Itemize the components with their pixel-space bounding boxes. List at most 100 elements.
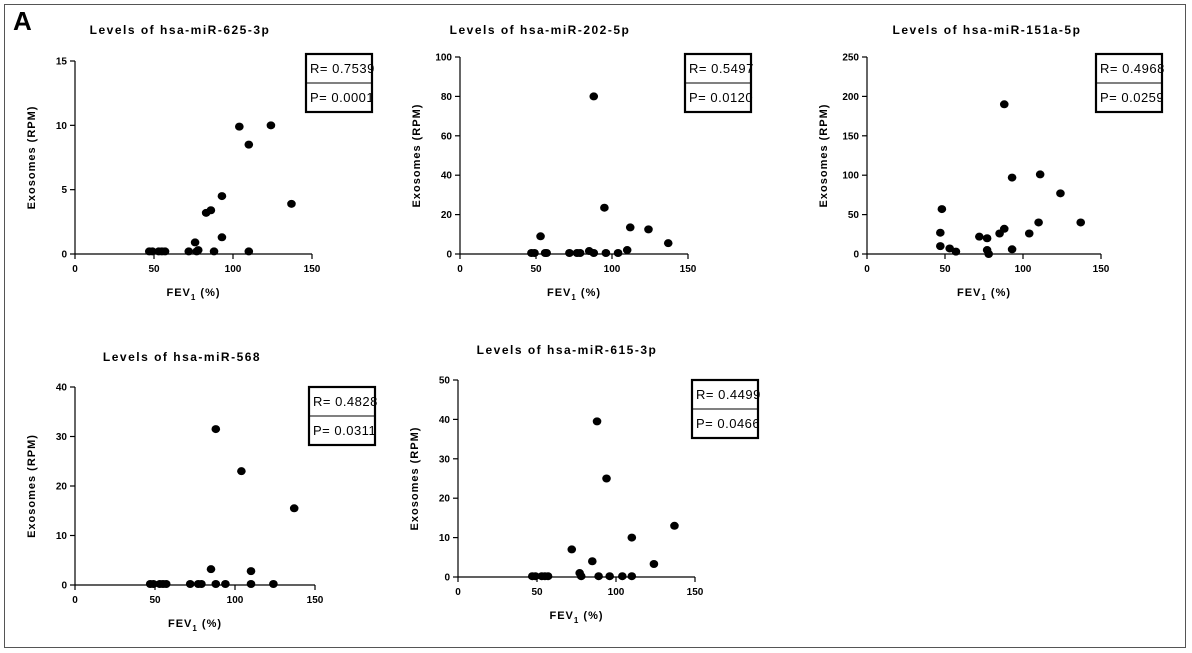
data-point [576,572,586,581]
data-point [269,580,278,589]
x-tick-label: 100 [1015,264,1032,275]
data-point [951,247,961,256]
data-point [589,92,599,101]
data-point [237,467,246,476]
scatter-chart-5: Levels of hsa-miR-615-3p 0 10 20 30 40 50 0 50 10… [409,343,760,625]
x-tick-label: 150 [304,264,321,275]
x-tick-label: 150 [307,595,324,606]
data-point [206,565,216,574]
data-point [622,246,632,255]
y-tick-label: 0 [853,250,859,261]
data-point [211,580,221,589]
data-point [149,580,158,589]
data-point [601,249,611,258]
y-tick-label: 0 [444,573,450,584]
data-point [644,225,653,234]
data-point [1034,218,1043,227]
x-tick-label: 50 [531,587,543,598]
data-point [542,249,551,258]
y-tick-label: 250 [842,53,859,64]
stats-p-value: P= 0.0120 [689,90,753,105]
x-tick-label: 50 [149,595,161,606]
y-tick-label: 100 [435,53,452,64]
y-tick-label: 20 [441,210,453,221]
data-point [613,249,623,258]
data-point [588,557,597,566]
data-point [184,247,194,256]
data-point [197,580,206,589]
data-point [670,521,679,530]
data-point [975,232,984,241]
x-axis-label: FEV1 (%) [168,618,222,633]
y-tick-label: 100 [842,171,859,182]
y-tick-label: 40 [441,171,453,182]
data-point [1035,170,1045,179]
data-point [565,249,574,258]
data-point [217,192,227,201]
x-tick-label: 0 [72,595,78,606]
y-tick-label: 0 [61,581,67,592]
data-point [567,545,577,554]
y-tick-label: 15 [56,57,68,68]
data-point [999,224,1009,233]
data-point [625,223,635,232]
data-point [185,580,195,589]
chart-title: Levels of hsa-miR-202-5p [450,23,631,37]
data-point [1024,229,1034,238]
x-tick-label: 0 [72,264,78,275]
y-tick-label: 80 [441,92,453,103]
data-point [148,247,157,256]
data-point [543,572,553,581]
data-point [600,203,609,212]
y-tick-label: 20 [56,482,68,493]
data-point [936,228,945,237]
y-tick-label: 60 [441,131,453,142]
data-point [190,238,200,247]
data-point [937,205,947,214]
y-tick-label: 20 [439,494,451,505]
y-tick-label: 200 [842,92,859,103]
y-tick-label: 10 [56,121,68,132]
x-tick-label: 100 [608,587,625,598]
x-axis-label: FEV1 (%) [547,287,601,302]
x-tick-label: 0 [864,264,870,275]
data-point [266,121,276,130]
y-tick-label: 30 [56,432,68,443]
data-point [160,247,170,256]
stats-p-value: P= 0.0001 [310,90,374,105]
x-axis-label: FEV1 (%) [549,610,603,625]
data-point [936,242,945,251]
data-point [244,140,254,149]
stats-r-value: R= 0.4828 [313,394,378,409]
y-tick-label: 30 [439,454,451,465]
data-point [289,504,299,513]
stats-r-value: R= 0.4968 [1100,61,1165,76]
y-axis-label: Exosomes (RPM) [411,104,423,208]
x-tick-label: 100 [227,595,244,606]
chart-title: Levels of hsa-miR-615-3p [477,343,658,357]
data-point [618,572,627,581]
data-point [602,474,611,483]
data-point [246,580,256,589]
data-point [594,572,603,581]
figure-frame: A Levels of hsa-miR-625-3p 0 5 10 15 0 50 100 15… [4,4,1186,648]
data-point [999,100,1009,109]
data-point [1007,173,1017,182]
data-point [206,206,216,215]
panel-label: A [13,6,32,36]
x-tick-label: 100 [604,264,621,275]
chart-title: Levels of hsa-miR-151a-5p [893,23,1082,37]
data-point [244,247,254,256]
stats-p-value: P= 0.0466 [696,416,760,431]
data-point [605,572,614,581]
stats-r-value: R= 0.5497 [689,61,754,76]
chart-title: Levels of hsa-miR-568 [103,350,261,364]
data-point [984,250,993,258]
data-point [627,572,637,581]
x-axis-label: FEV1 (%) [957,287,1011,302]
data-point [209,247,219,256]
x-tick-label: 0 [457,264,463,275]
y-tick-label: 0 [446,250,452,261]
